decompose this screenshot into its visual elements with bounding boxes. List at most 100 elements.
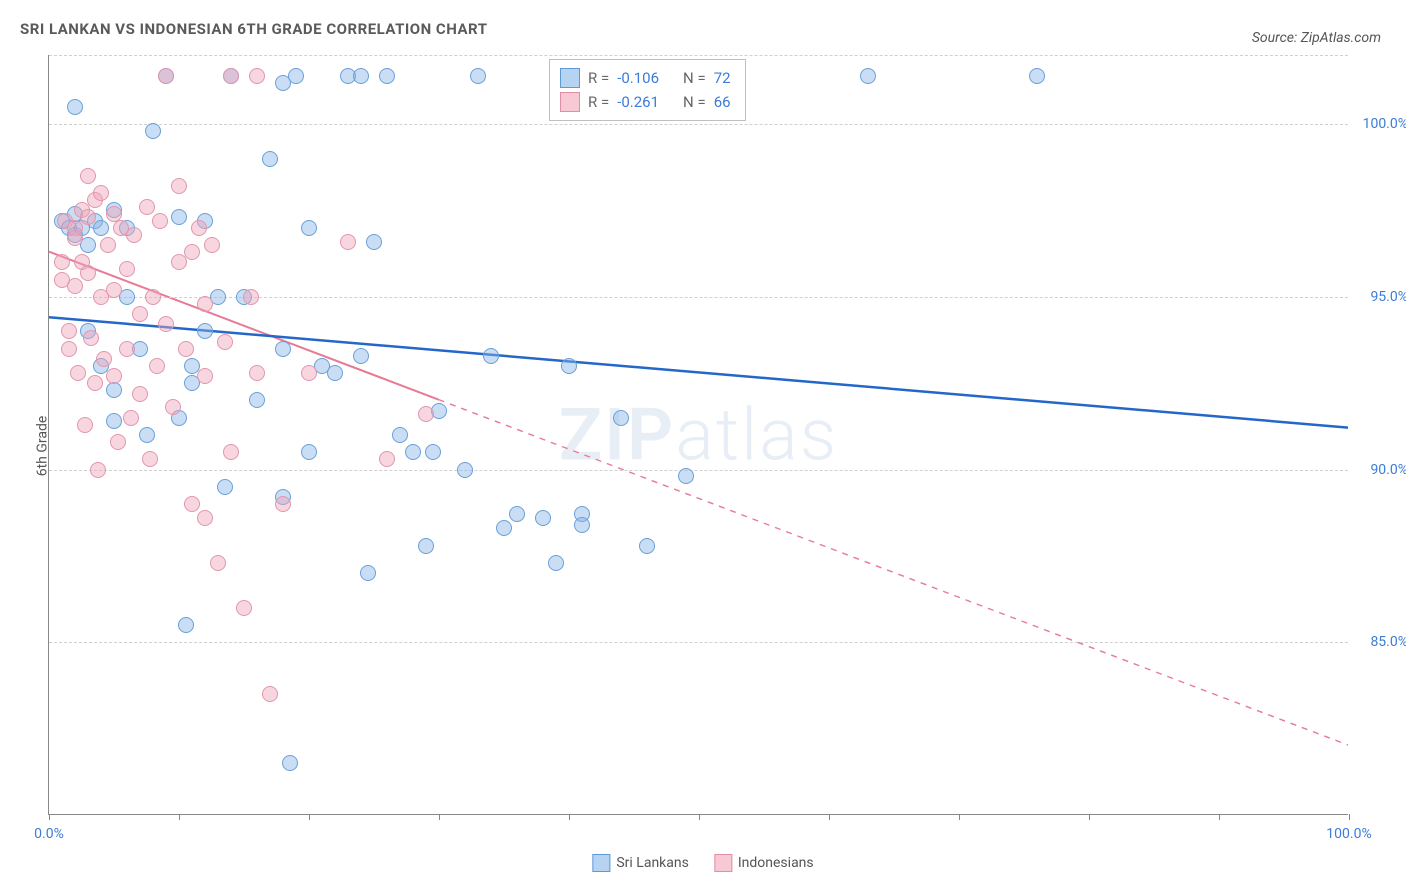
scatter-point-pink: [249, 365, 265, 381]
scatter-point-pink: [106, 368, 122, 384]
legend-r-value-1: -0.106: [617, 66, 659, 90]
scatter-point-pink: [83, 330, 99, 346]
legend-n-label-2: N =: [683, 90, 706, 114]
legend-r-label-2: R =: [588, 90, 609, 114]
series-label-1: Sri Lankans: [616, 855, 689, 871]
scatter-point-blue: [262, 151, 278, 167]
y-tick-label: 95.0%: [1370, 289, 1406, 305]
legend-n-value-2: 66: [714, 90, 731, 114]
x-tick: [1219, 814, 1220, 820]
series-legend: Sri Lankans Indonesians: [592, 854, 813, 872]
scatter-point-pink: [191, 220, 207, 236]
scatter-point-blue: [93, 220, 109, 236]
series-swatch-pink: [714, 854, 732, 872]
scatter-point-pink: [77, 417, 93, 433]
scatter-point-pink: [301, 365, 317, 381]
gridline: [49, 642, 1348, 643]
scatter-point-blue: [197, 323, 213, 339]
scatter-point-pink: [80, 265, 96, 281]
gridline: [49, 55, 1348, 56]
scatter-point-pink: [418, 406, 434, 422]
scatter-point-pink: [184, 244, 200, 260]
scatter-point-blue: [379, 68, 395, 84]
scatter-point-blue: [613, 410, 629, 426]
scatter-point-blue: [678, 468, 694, 484]
scatter-point-pink: [223, 68, 239, 84]
scatter-point-pink: [236, 600, 252, 616]
scatter-point-blue: [496, 520, 512, 536]
scatter-point-blue: [860, 68, 876, 84]
scatter-point-pink: [126, 227, 142, 243]
x-tick: [1349, 814, 1350, 820]
scatter-point-blue: [145, 123, 161, 139]
scatter-point-blue: [548, 555, 564, 571]
x-tick: [179, 814, 180, 820]
gridline: [49, 470, 1348, 471]
scatter-point-pink: [243, 289, 259, 305]
y-tick-label: 85.0%: [1370, 634, 1406, 650]
trend-lines-svg: [49, 55, 1348, 814]
scatter-point-pink: [165, 399, 181, 415]
legend-swatch-blue: [560, 68, 580, 88]
scatter-point-blue: [509, 506, 525, 522]
series-legend-item-1: Sri Lankans: [592, 854, 689, 872]
scatter-point-blue: [353, 348, 369, 364]
scatter-point-pink: [152, 213, 168, 229]
scatter-point-pink: [184, 496, 200, 512]
series-label-2: Indonesians: [738, 855, 814, 871]
series-swatch-blue: [592, 854, 610, 872]
scatter-point-blue: [366, 234, 382, 250]
scatter-point-pink: [119, 341, 135, 357]
scatter-point-blue: [249, 392, 265, 408]
scatter-point-blue: [360, 565, 376, 581]
scatter-point-blue: [288, 68, 304, 84]
scatter-point-blue: [639, 538, 655, 554]
x-tick-label: 0.0%: [34, 826, 64, 842]
scatter-point-pink: [106, 282, 122, 298]
correlation-legend: R = -0.106 N = 72 R = -0.261 N = 66: [549, 59, 746, 121]
scatter-point-pink: [90, 462, 106, 478]
scatter-point-pink: [67, 278, 83, 294]
legend-row-1: R = -0.106 N = 72: [560, 66, 731, 90]
legend-swatch-pink: [560, 92, 580, 112]
scatter-point-pink: [93, 185, 109, 201]
scatter-point-blue: [301, 444, 317, 460]
scatter-point-pink: [178, 341, 194, 357]
watermark: ZIPatlas: [559, 392, 839, 477]
scatter-point-pink: [158, 68, 174, 84]
scatter-point-blue: [301, 220, 317, 236]
x-tick: [439, 814, 440, 820]
scatter-point-pink: [204, 237, 220, 253]
scatter-point-pink: [80, 168, 96, 184]
watermark-light: atlas: [675, 392, 838, 477]
watermark-bold: ZIP: [559, 392, 675, 477]
scatter-point-pink: [142, 451, 158, 467]
scatter-point-blue: [574, 517, 590, 533]
scatter-point-blue: [425, 444, 441, 460]
x-tick: [829, 814, 830, 820]
scatter-point-pink: [275, 496, 291, 512]
gridline: [49, 124, 1348, 125]
scatter-point-pink: [80, 209, 96, 225]
scatter-point-blue: [139, 427, 155, 443]
scatter-point-blue: [353, 68, 369, 84]
x-tick: [959, 814, 960, 820]
scatter-point-pink: [149, 358, 165, 374]
legend-r-label-1: R =: [588, 66, 609, 90]
scatter-point-blue: [405, 444, 421, 460]
scatter-point-blue: [392, 427, 408, 443]
scatter-point-blue: [275, 341, 291, 357]
source-credit: Source: ZipAtlas.com: [1252, 30, 1381, 46]
chart-title: SRI LANKAN VS INDONESIAN 6TH GRADE CORRE…: [20, 20, 488, 38]
scatter-point-pink: [340, 234, 356, 250]
x-tick: [569, 814, 570, 820]
chart-container: SRI LANKAN VS INDONESIAN 6TH GRADE CORRE…: [0, 0, 1406, 892]
legend-r-value-2: -0.261: [617, 90, 659, 114]
scatter-point-pink: [110, 434, 126, 450]
scatter-point-blue: [457, 462, 473, 478]
scatter-point-pink: [217, 334, 233, 350]
x-tick-label: 100.0%: [1326, 826, 1371, 842]
scatter-point-pink: [139, 199, 155, 215]
scatter-point-blue: [535, 510, 551, 526]
scatter-point-pink: [67, 230, 83, 246]
